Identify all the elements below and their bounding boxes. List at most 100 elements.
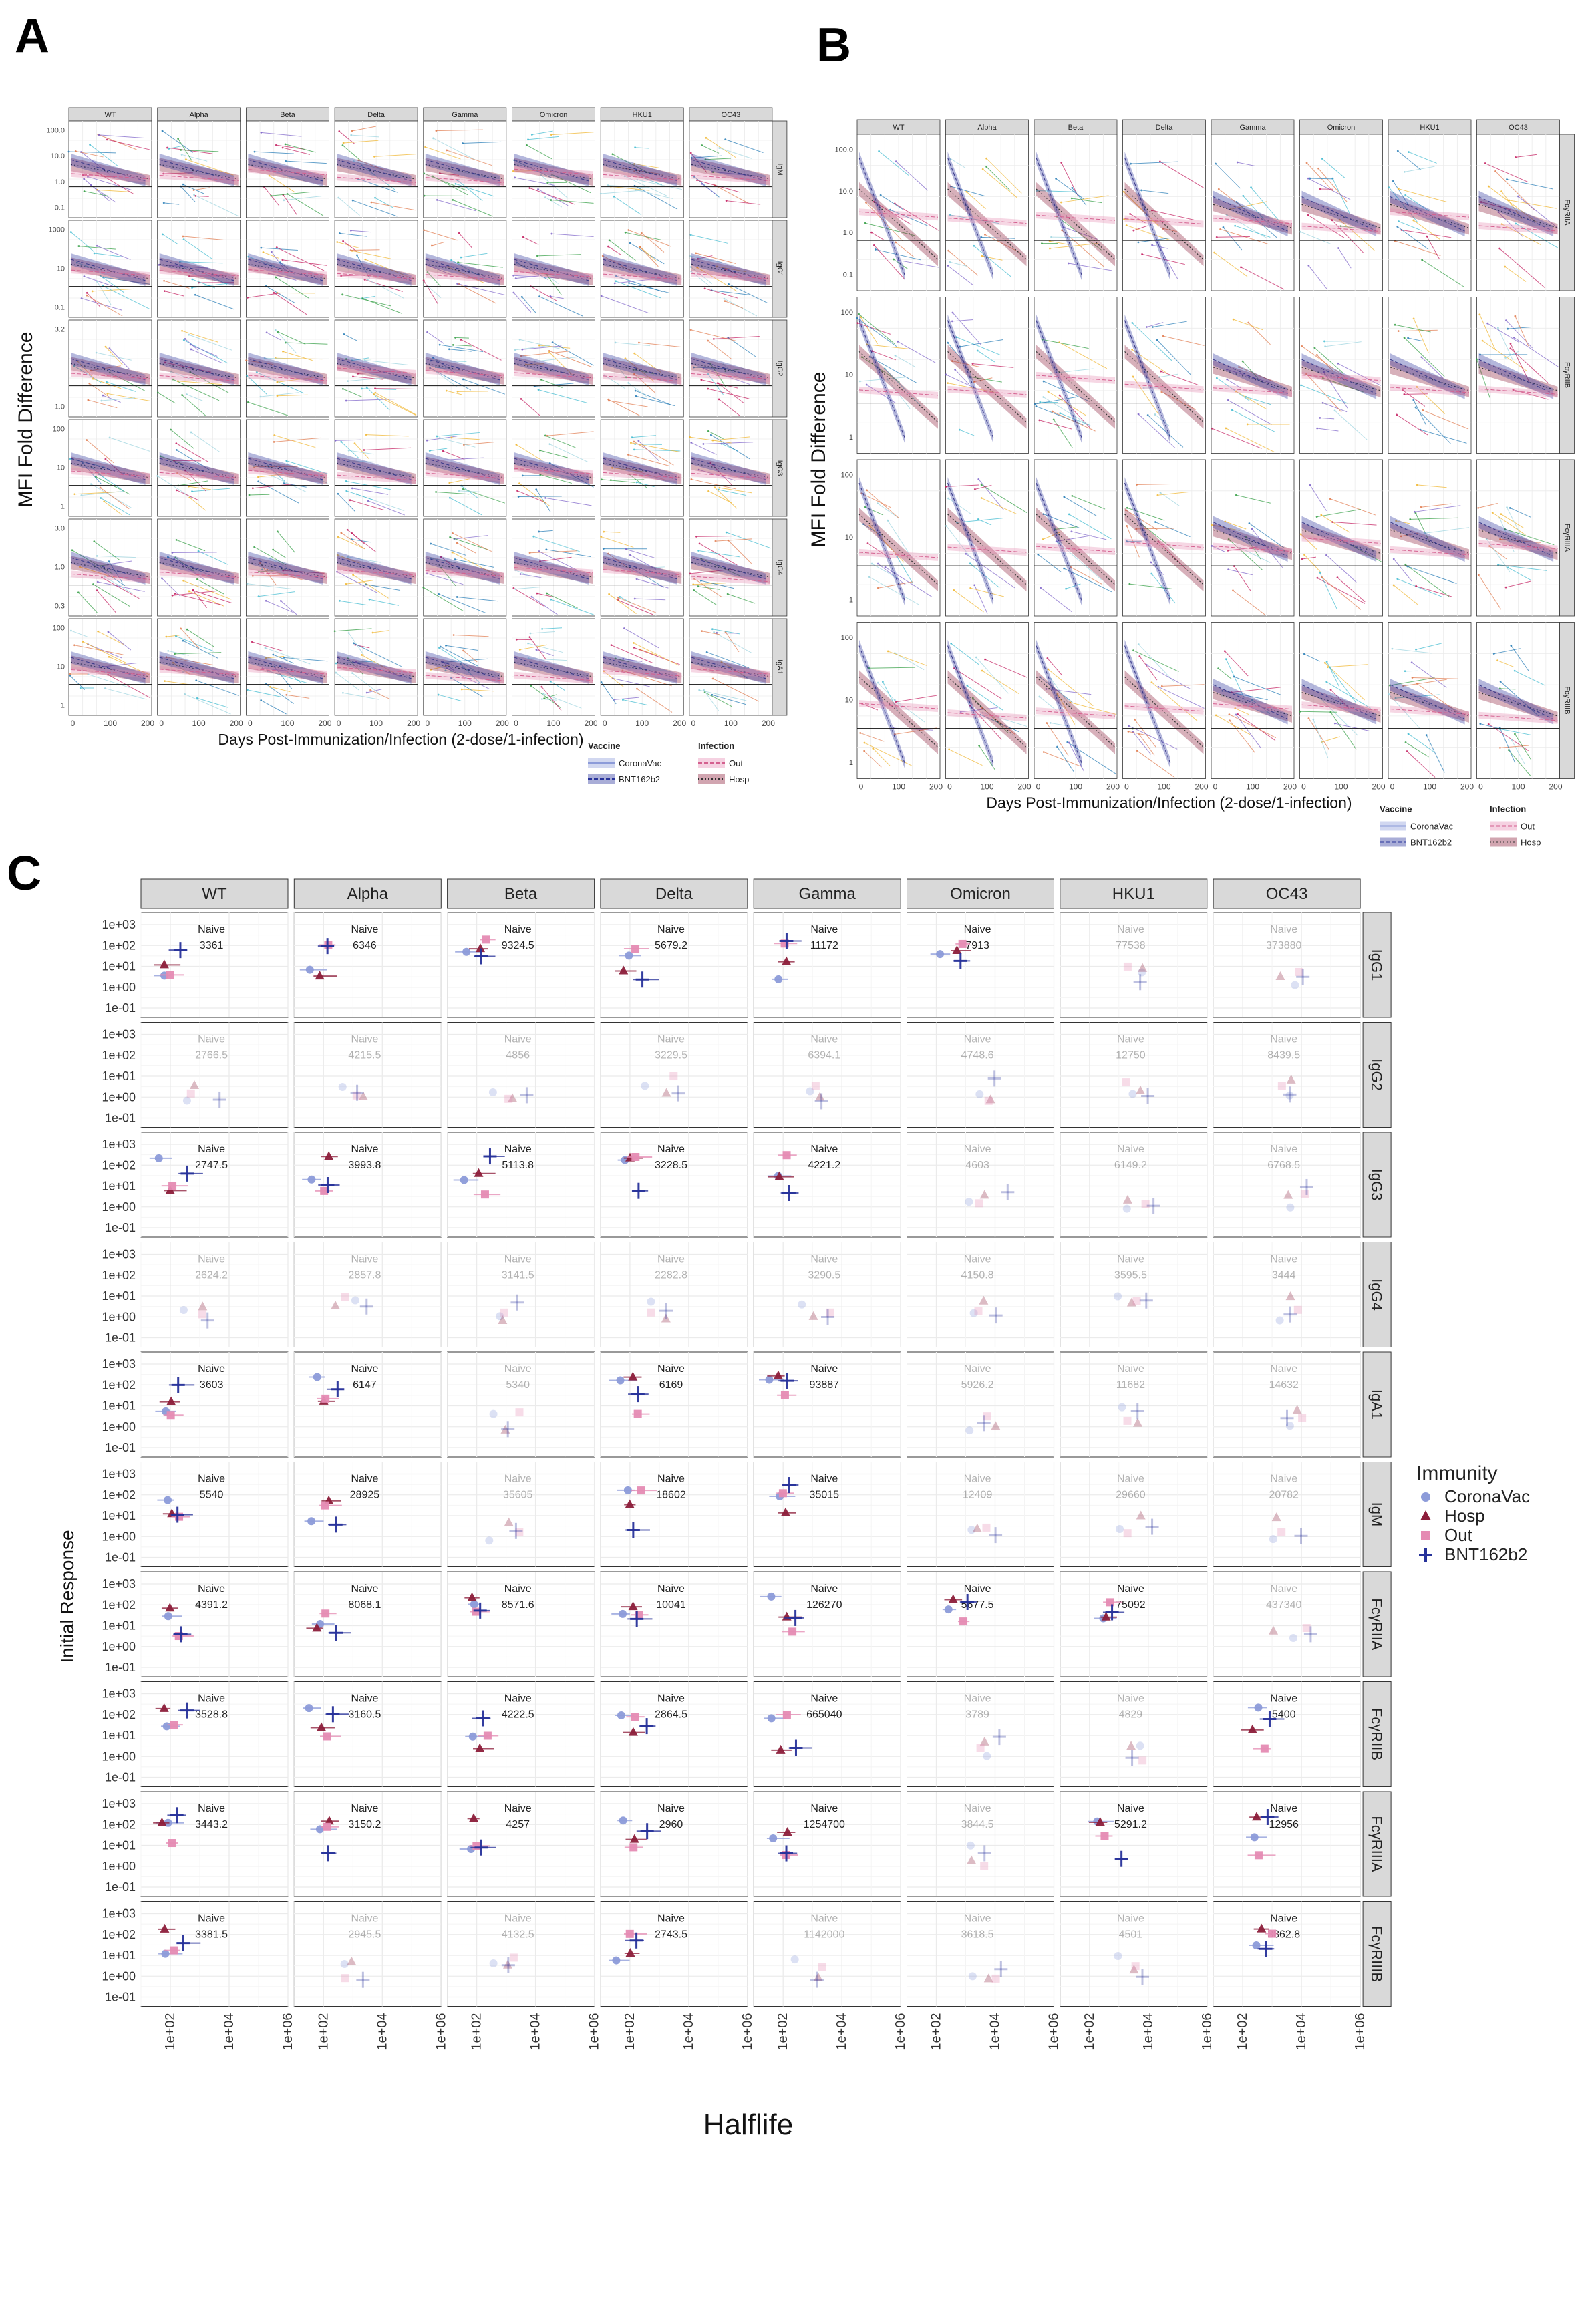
trajectory-line xyxy=(346,399,395,401)
trajectory-line xyxy=(452,532,492,552)
data-point xyxy=(965,190,968,193)
point-coronavac xyxy=(307,1175,316,1184)
trajectory-line xyxy=(462,141,502,144)
trajectory-line xyxy=(354,443,369,460)
data-point xyxy=(69,674,71,677)
data-point xyxy=(279,261,281,264)
point-coronavac xyxy=(1275,1316,1284,1325)
data-point xyxy=(550,134,552,136)
data-point xyxy=(1160,370,1162,373)
y-tick-label: 100 xyxy=(841,309,853,317)
trajectory-line xyxy=(194,194,239,217)
trajectory-line xyxy=(549,352,574,377)
legend-infection-item: Out xyxy=(1521,822,1535,832)
naive-label: Naive xyxy=(198,1363,225,1375)
data-point xyxy=(189,371,192,373)
naive-label: Naive xyxy=(351,1363,378,1375)
data-point xyxy=(456,596,458,598)
data-point xyxy=(261,258,263,261)
data-point xyxy=(975,656,977,659)
trajectory-line xyxy=(252,641,283,651)
trajectory-line xyxy=(97,555,136,558)
facet-strip-row xyxy=(772,518,788,617)
naive-value: 373880 xyxy=(1266,940,1301,951)
trajectory-line xyxy=(528,136,559,140)
data-point xyxy=(1403,337,1406,339)
trajectory-line xyxy=(458,232,472,248)
hosp-ribbon xyxy=(425,456,504,484)
data-point xyxy=(251,487,254,490)
y-tick-label: 10 xyxy=(57,663,65,671)
trajectory-line xyxy=(705,137,736,158)
point-out xyxy=(198,1310,206,1319)
data-point xyxy=(528,636,531,639)
trajectory-line xyxy=(451,259,487,281)
x-axis-title: Days Post-Immunization/Infection (2-dose… xyxy=(986,794,1352,812)
data-point xyxy=(1333,409,1336,412)
trajectory-line xyxy=(719,148,753,159)
hosp-ribbon xyxy=(159,456,239,484)
data-point xyxy=(86,294,88,297)
x-tick-label: 0 xyxy=(1301,782,1306,792)
data-point xyxy=(633,373,635,375)
facet-label-alpha: Alpha xyxy=(347,885,389,903)
trajectory-line xyxy=(249,494,270,496)
data-point xyxy=(1397,330,1400,332)
point-coronavac xyxy=(179,1306,188,1315)
trajectory-line xyxy=(162,234,179,245)
x-tick-label: 100 xyxy=(980,782,993,792)
data-point xyxy=(701,630,703,633)
trajectory-line xyxy=(516,275,540,279)
data-point xyxy=(1404,194,1407,196)
data-point xyxy=(273,291,275,294)
data-point xyxy=(545,273,548,276)
trajectory-line xyxy=(80,566,116,578)
point-out xyxy=(1277,1528,1286,1537)
data-point xyxy=(615,280,617,283)
data-point xyxy=(512,291,515,294)
data-point xyxy=(341,144,344,146)
data-point xyxy=(705,651,708,653)
naive-value: 6147 xyxy=(353,1379,377,1391)
data-point xyxy=(96,244,98,247)
y-tick-label: 10 xyxy=(845,534,853,542)
data-point xyxy=(450,259,452,261)
panel-label-a: A xyxy=(15,9,49,63)
trajectory-line xyxy=(96,281,112,305)
data-point xyxy=(69,231,72,233)
trajectory-line xyxy=(92,288,134,292)
data-point xyxy=(689,329,692,331)
data-point xyxy=(512,587,515,589)
trajectory-line xyxy=(436,491,470,495)
data-point xyxy=(1231,409,1233,411)
data-point xyxy=(182,235,184,238)
trajectory-line xyxy=(283,194,297,216)
trajectory-line xyxy=(690,255,722,263)
data-point xyxy=(184,693,186,695)
y-tick-label: 1e+00 xyxy=(102,1090,136,1104)
legend-vaccine-item: CoronaVac xyxy=(1410,822,1454,832)
trajectory-line xyxy=(550,295,564,299)
data-point xyxy=(462,488,464,490)
data-point xyxy=(97,630,100,633)
data-point xyxy=(521,474,524,477)
data-point xyxy=(423,194,426,197)
trajectory-line xyxy=(347,658,363,675)
data-point xyxy=(188,333,190,336)
data-point xyxy=(451,551,454,554)
trajectory-line xyxy=(513,275,560,279)
data-point xyxy=(1128,583,1131,585)
data-point xyxy=(530,595,533,598)
data-point xyxy=(690,478,693,480)
trajectory-line xyxy=(174,558,206,581)
x-tick-label: 100 xyxy=(546,719,560,728)
trajectory-line xyxy=(450,497,482,516)
hosp-ribbon xyxy=(337,158,416,186)
data-point xyxy=(1046,657,1049,659)
out-fit-line xyxy=(425,274,504,281)
data-point xyxy=(1070,530,1073,533)
data-point xyxy=(878,150,880,152)
data-point xyxy=(163,279,165,282)
data-point xyxy=(707,373,709,375)
data-point xyxy=(525,259,528,262)
